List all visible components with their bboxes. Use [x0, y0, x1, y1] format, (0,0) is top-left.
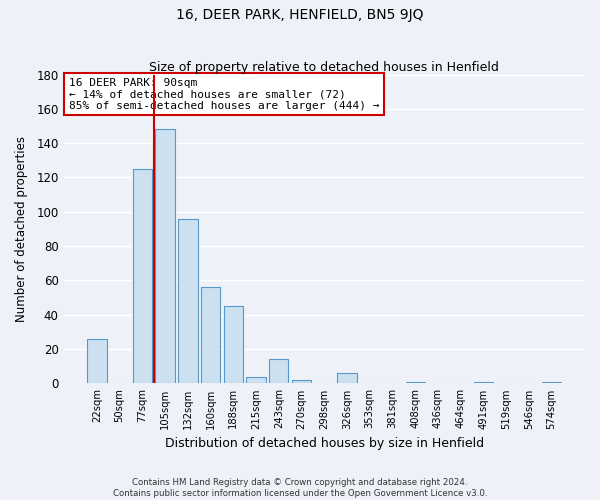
Y-axis label: Number of detached properties: Number of detached properties	[15, 136, 28, 322]
Bar	[542, 382, 561, 384]
Bar	[292, 380, 311, 384]
Bar	[133, 169, 152, 384]
Bar	[406, 382, 425, 384]
X-axis label: Distribution of detached houses by size in Henfield: Distribution of detached houses by size …	[165, 437, 484, 450]
Bar	[247, 376, 266, 384]
Bar	[87, 339, 107, 384]
Bar	[224, 306, 243, 384]
Text: Contains HM Land Registry data © Crown copyright and database right 2024.
Contai: Contains HM Land Registry data © Crown c…	[113, 478, 487, 498]
Bar	[474, 382, 493, 384]
Bar	[155, 130, 175, 384]
Text: 16 DEER PARK: 90sqm
← 14% of detached houses are smaller (72)
85% of semi-detach: 16 DEER PARK: 90sqm ← 14% of detached ho…	[69, 78, 379, 111]
Title: Size of property relative to detached houses in Henfield: Size of property relative to detached ho…	[149, 62, 499, 74]
Text: 16, DEER PARK, HENFIELD, BN5 9JQ: 16, DEER PARK, HENFIELD, BN5 9JQ	[176, 8, 424, 22]
Bar	[201, 288, 220, 384]
Bar	[269, 360, 289, 384]
Bar	[178, 218, 197, 384]
Bar	[337, 373, 356, 384]
